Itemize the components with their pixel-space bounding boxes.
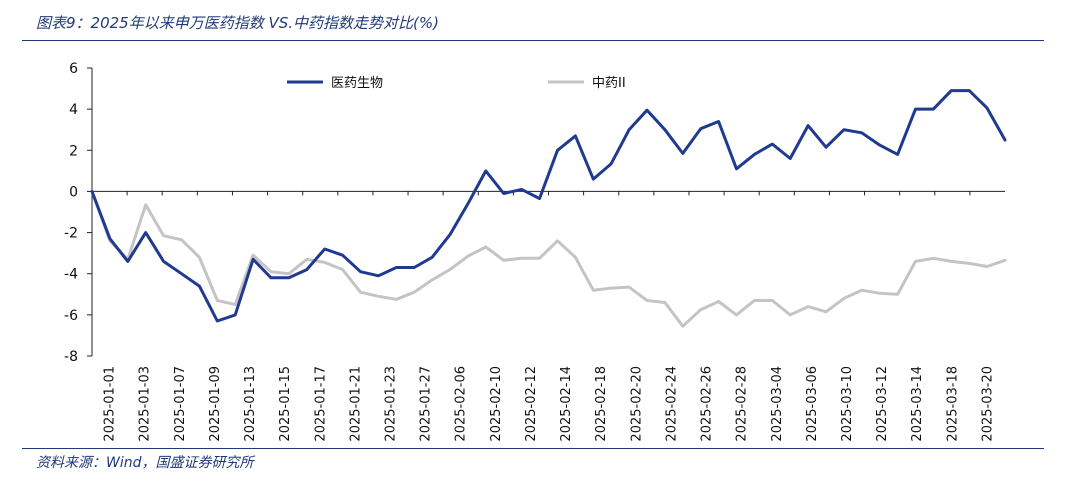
x-tick-label: 2025-02-14	[559, 366, 574, 442]
x-tick-label: 2025-01-09	[208, 366, 223, 442]
y-tick-label: 0	[69, 184, 78, 200]
x-tick-label: 2025-03-04	[770, 366, 785, 442]
series-layer	[90, 89, 1007, 328]
series-line-pharma	[90, 89, 1007, 323]
x-tick-label: 2025-02-12	[524, 366, 539, 442]
legend-label: 中药II	[592, 76, 626, 91]
x-tick-label: 2025-01-03	[138, 366, 153, 442]
x-tick-label: 2025-02-26	[700, 366, 715, 442]
y-tick-label: 2	[69, 143, 78, 159]
x-tick-label: 2025-03-12	[875, 366, 890, 442]
x-tick-label: 2025-02-28	[735, 366, 750, 442]
x-tick-label: 2025-03-10	[840, 366, 855, 442]
legend: 医药生物 中药II	[287, 76, 626, 91]
source-note: 资料来源：Wind，国盛证券研究所	[36, 455, 254, 471]
y-tick-label: 6	[69, 61, 78, 77]
x-tick-label: 2025-01-13	[243, 366, 258, 442]
x-tick-label: 2025-01-23	[383, 366, 398, 442]
legend-label: 医药生物	[331, 76, 383, 91]
x-tick-label: 2025-01-27	[419, 366, 434, 442]
x-tick-label: 2025-01-07	[173, 366, 188, 442]
y-tick-label: -4	[64, 267, 78, 283]
y-tick-label: -6	[64, 308, 78, 324]
x-tick-label: 2025-03-14	[910, 366, 925, 442]
x-tick-label: 2025-01-21	[348, 366, 363, 442]
x-tick-label: 2025-02-20	[629, 366, 644, 442]
x-tick-label: 2025-03-20	[980, 366, 995, 442]
y-tick-label: -8	[64, 349, 78, 365]
x-tick-label: 2025-02-24	[664, 366, 679, 442]
x-tick-label: 2025-03-06	[805, 366, 820, 442]
x-tick-label: 2025-01-01	[103, 366, 118, 442]
source-rule	[22, 448, 1044, 449]
x-tick-label: 2025-01-15	[278, 366, 293, 442]
x-axis: 2025-01-01 2025-01-03 2025-01-07 2025-01-09…	[91, 190, 1005, 442]
series-line-tcm	[90, 189, 1007, 328]
x-tick-label: 2025-02-06	[454, 366, 469, 442]
title-rule	[22, 40, 1044, 41]
x-tick-label: 2025-02-10	[489, 366, 504, 442]
x-tick-label: 2025-01-17	[313, 366, 328, 442]
y-axis: 6 4 2 0 -2 -4 -6 -8	[64, 61, 93, 365]
y-tick-label: -2	[64, 226, 78, 242]
x-tick-label: 2025-03-18	[945, 366, 960, 442]
y-tick-label: 4	[69, 102, 78, 118]
x-tick-label: 2025-02-18	[594, 366, 609, 442]
figure-title: 图表9：2025年以来申万医药指数 VS.中药指数走势对比(%)	[36, 14, 439, 32]
